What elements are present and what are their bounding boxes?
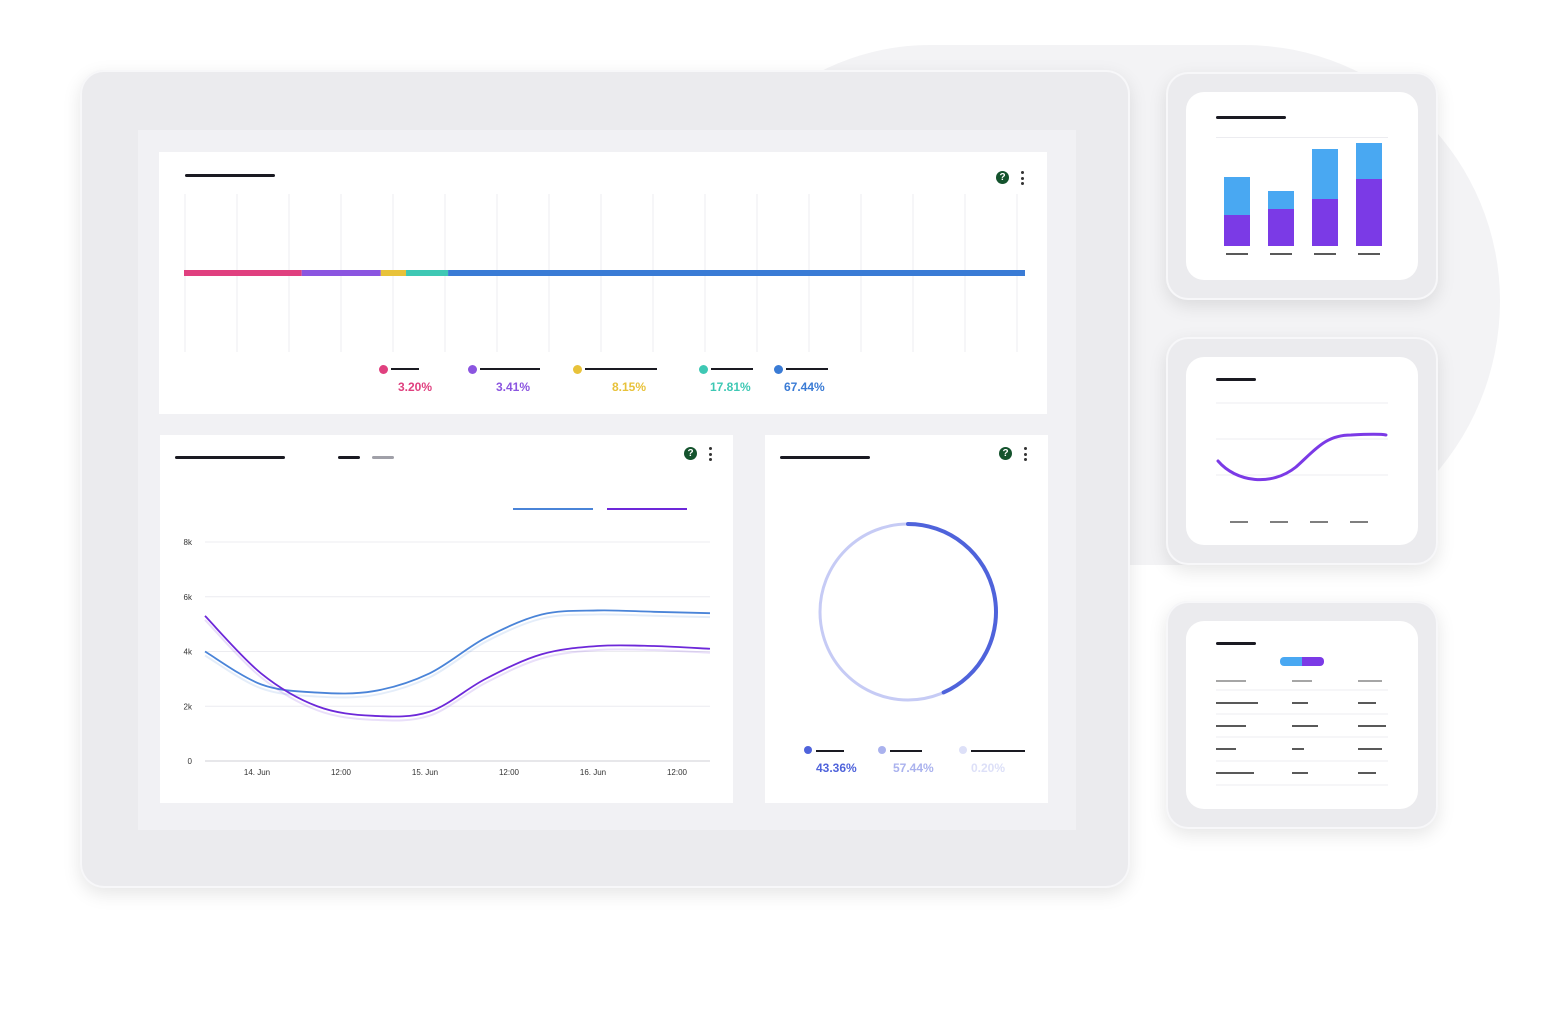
legend-label-line [786,368,828,370]
distribution-card: ? 3.20% 3.41% 8.15% 17.81% 67.44% [159,152,1047,414]
series-legend-purple [607,508,687,510]
mini-line-card [1186,357,1418,545]
mini-toggle[interactable] [1280,657,1324,666]
legend-dot-blue [774,365,783,374]
x-tick-label: 16. Jun [580,768,606,777]
mini-bar-card [1186,92,1418,280]
mini-bar-bottom-0 [1224,215,1250,246]
x-tick-label: 12:00 [499,768,520,777]
mini-bar-bottom-1 [1268,209,1294,246]
legend-dot-teal [699,365,708,374]
line-chart-card: ? 0 2k 4k 6k 8k 14. Jun 12:00 15. Jun 12:00 16. J… [160,435,733,803]
more-vertical-icon[interactable] [1023,447,1027,461]
legend-percent: 8.15% [612,380,647,394]
legend-percent: 17.81% [710,380,751,394]
distribution-segment-blue [448,270,1026,276]
legend-dot-yellow [573,365,582,374]
mini-bar-top-2 [1312,149,1338,199]
distribution-bar-chart [184,194,1026,352]
mini-bar-bottom-3 [1356,179,1382,246]
x-tick-label: 14. Jun [244,768,270,777]
legend-percent: 3.20% [398,380,433,394]
legend-dot [878,746,886,754]
more-vertical-icon[interactable] [1020,171,1024,185]
legend-dot [959,746,967,754]
mini-title [1216,642,1256,645]
legend-dot-purple [468,365,477,374]
card-title [185,174,275,177]
y-tick-label: 8k [184,538,193,547]
y-tick-label: 0 [188,757,193,766]
mini-title [1216,378,1256,381]
mini-bar-bottom-2 [1312,199,1338,246]
y-tick-label: 6k [184,593,193,602]
gridline [1216,137,1388,138]
series-legend-blue [513,508,593,510]
legend-label-line [480,368,540,370]
x-tick-label: 15. Jun [412,768,438,777]
mini-title [1216,116,1286,119]
legend-label-line [971,750,1025,752]
mini-table [1216,680,1388,786]
help-icon[interactable]: ? [999,447,1012,460]
x-tick-label: 12:00 [667,768,688,777]
mini-bar-top-0 [1224,177,1250,215]
legend-label-line [816,750,844,752]
legend-gray [372,456,394,459]
legend-dot [804,746,812,754]
mini-bar-top-1 [1268,191,1294,209]
series-shadow [204,613,711,699]
legend-percent: 43.36% [816,761,857,775]
mini-bar-top-3 [1356,143,1382,179]
legend-percent: 67.44% [784,380,825,394]
distribution-segment-teal [406,270,449,276]
legend-dark [338,456,360,459]
distribution-segment-pink [184,270,302,276]
series-shadow [204,619,711,722]
card-title [175,456,285,459]
mini-table-card [1186,621,1418,809]
distribution-segment-purple [301,270,381,276]
mini-line-chart [1216,402,1388,523]
legend-label-line [890,750,922,752]
legend-label-line [711,368,753,370]
x-tick-label: 12:00 [331,768,352,777]
distribution-segment-yellow [380,270,407,276]
legend-percent: 3.41% [496,380,531,394]
help-icon[interactable]: ? [996,171,1009,184]
legend-percent: 57.44% [893,761,934,775]
mini-bar-chart [1224,143,1382,255]
more-vertical-icon[interactable] [708,447,712,461]
donut-slice-dark [906,522,998,695]
y-tick-label: 4k [184,648,193,657]
card-title [780,456,870,459]
legend-percent: 0.20% [971,761,1006,775]
donut-chart-card: ? 43.36% 57.44% 0.20% [765,435,1048,803]
legend-dot-pink [379,365,388,374]
help-icon[interactable]: ? [684,447,697,460]
line-chart: 0 2k 4k 6k 8k 14. Jun 12:00 15. Jun 12:00 16. Jun… [184,538,711,777]
donut-chart [818,522,998,702]
series-line-1 [204,615,711,718]
y-tick-label: 2k [184,702,193,711]
legend-label-line [585,368,657,370]
legend-label-line [391,368,419,370]
